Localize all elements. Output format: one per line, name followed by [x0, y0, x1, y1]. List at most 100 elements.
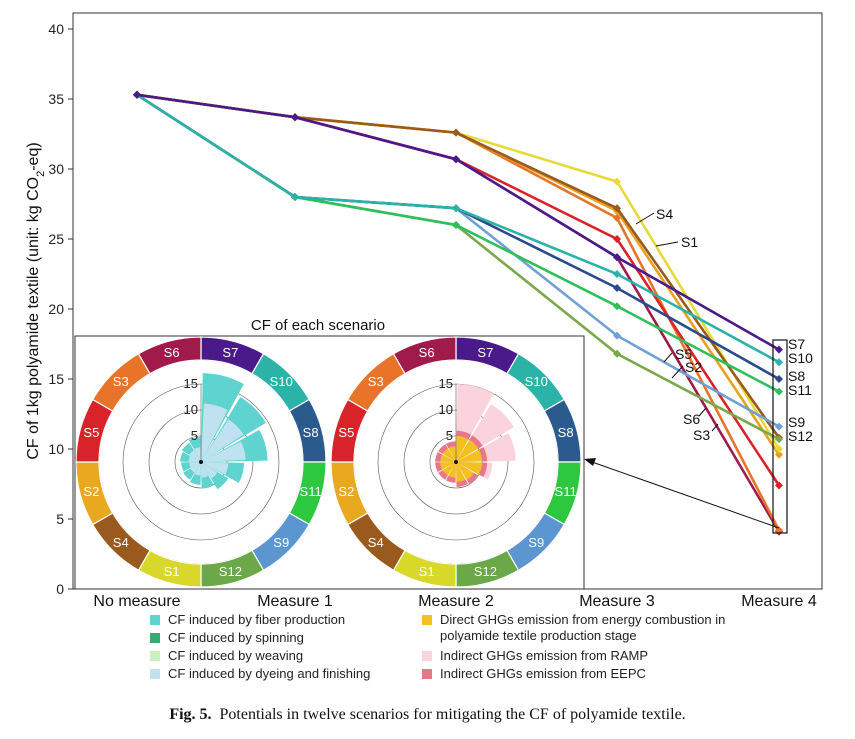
bar-eepc	[435, 462, 443, 473]
bar-eepc	[456, 479, 469, 487]
legend-item: CF induced by dyeing and finishing	[150, 666, 370, 682]
bar-direct	[456, 462, 466, 482]
bar-direct	[456, 462, 482, 475]
legend-item: CF induced by weaving	[150, 648, 303, 664]
ring-label: S7	[222, 345, 238, 360]
bar-direct	[456, 449, 482, 462]
leader-line	[663, 352, 673, 363]
y-tick-label: 10	[48, 441, 64, 457]
end-label-s7: S7	[788, 336, 805, 352]
x-tick-label: Measure 1	[257, 593, 333, 610]
leader-line	[655, 241, 679, 247]
data-point	[291, 113, 299, 122]
legend-swatch	[150, 615, 160, 625]
bar-direct	[440, 454, 456, 462]
center-dot	[199, 460, 203, 464]
x-tick-label: Measure 4	[741, 593, 817, 610]
data-point	[613, 302, 621, 311]
ring-label: S2	[338, 484, 354, 499]
x-tick-label: Measure 3	[579, 593, 655, 610]
line-label-s4: S4	[656, 206, 673, 222]
data-point	[133, 90, 141, 99]
ring-label: S3	[113, 374, 129, 389]
data-point	[775, 422, 783, 431]
ring-label: S4	[368, 535, 384, 550]
y-tick-label: 40	[48, 21, 64, 37]
y-tick-label: 15	[48, 371, 64, 387]
data-point	[775, 481, 783, 490]
legend-swatch	[422, 651, 432, 661]
bar-direct	[448, 462, 456, 478]
data-point	[452, 221, 460, 229]
leader-line	[698, 407, 707, 417]
legend-label: CF induced by fiber production	[168, 612, 346, 627]
data-point	[613, 204, 621, 213]
data-point	[613, 235, 621, 243]
ring-label: S6	[419, 345, 435, 360]
x-tick-label: No measure	[93, 593, 180, 610]
data-point	[775, 387, 783, 396]
data-point	[775, 435, 783, 444]
inset-arrow-head	[584, 458, 596, 466]
bar-eepc	[469, 435, 483, 449]
y-tick-label: 25	[48, 231, 64, 247]
bar-direct	[456, 439, 479, 462]
caption-text: Potentials in twelve scenarios for mitig…	[219, 706, 686, 723]
radial-tick-label: 5	[191, 428, 198, 443]
line-label-s6: S6	[683, 411, 700, 427]
bar-eepc	[478, 446, 488, 462]
inset-panel: CF of each scenario 5 10 15 S7 S10 S8 S11 S9 S12…	[74, 317, 585, 590]
ring-label: S11	[555, 484, 577, 499]
bar-direct	[440, 462, 456, 470]
center-dot	[454, 460, 458, 464]
ring-label: S12	[474, 564, 497, 579]
ring-label: S8	[558, 425, 574, 440]
data-point	[775, 450, 783, 459]
data-point	[613, 177, 621, 186]
radial-tick-label: 15	[184, 376, 198, 391]
radial-tick-label: 15	[439, 376, 453, 391]
legend-swatch	[422, 615, 432, 625]
caption-prefix: Fig. 5.	[169, 706, 212, 723]
line-label-s2: S2	[685, 359, 702, 375]
end-label-s8: S8	[788, 368, 805, 384]
legend-swatch	[422, 669, 432, 679]
radial-tick-label: 10	[439, 402, 453, 417]
data-point	[613, 284, 621, 292]
bar-direct	[456, 436, 469, 462]
radial-tick-label: 5	[446, 428, 453, 443]
ring-label: S6	[164, 345, 180, 360]
bar-eepc	[438, 470, 448, 480]
bar-eepc	[445, 441, 456, 449]
leader-line	[635, 212, 655, 225]
line-series	[133, 90, 783, 536]
ring-label: S1	[164, 564, 180, 579]
end-label-s9: S9	[788, 414, 805, 430]
bar-dyeing	[201, 463, 209, 478]
data-point	[452, 128, 460, 137]
ring-label: S12	[219, 564, 242, 579]
data-point	[291, 193, 299, 201]
x-tick-label: Measure 2	[418, 593, 494, 610]
ring-label: S7	[477, 345, 493, 360]
ring-label: S5	[83, 425, 99, 440]
legend-item: CF induced by spinning	[150, 630, 304, 646]
bar-eepc	[438, 444, 448, 454]
legend-item: Indirect GHGs emission from EEPC	[422, 666, 646, 682]
x-axis-ticks: No measure Measure 1 Measure 2 Measure 3 Mea…	[93, 593, 816, 610]
bar-dyeing	[201, 403, 228, 461]
radial-wheel-right: 5 10 15 S7 S10 S8 S11 S9 S12 S1 S4 S2 S5 S3 S6	[330, 336, 582, 588]
legend-swatch	[150, 669, 160, 679]
bar-dyeing	[201, 462, 218, 479]
legend-item: Direct GHGs emission from energy combust…	[422, 612, 752, 644]
ring-label: S4	[113, 535, 129, 550]
ring-label: S8	[303, 425, 319, 440]
bar-dyeing	[190, 462, 201, 473]
legend-swatch	[150, 651, 160, 661]
bar-dyeing	[194, 462, 201, 476]
bar-dyeing	[188, 456, 201, 462]
y-tick-label: 0	[56, 581, 64, 597]
legend-label: CF induced by dyeing and finishing	[168, 666, 371, 681]
